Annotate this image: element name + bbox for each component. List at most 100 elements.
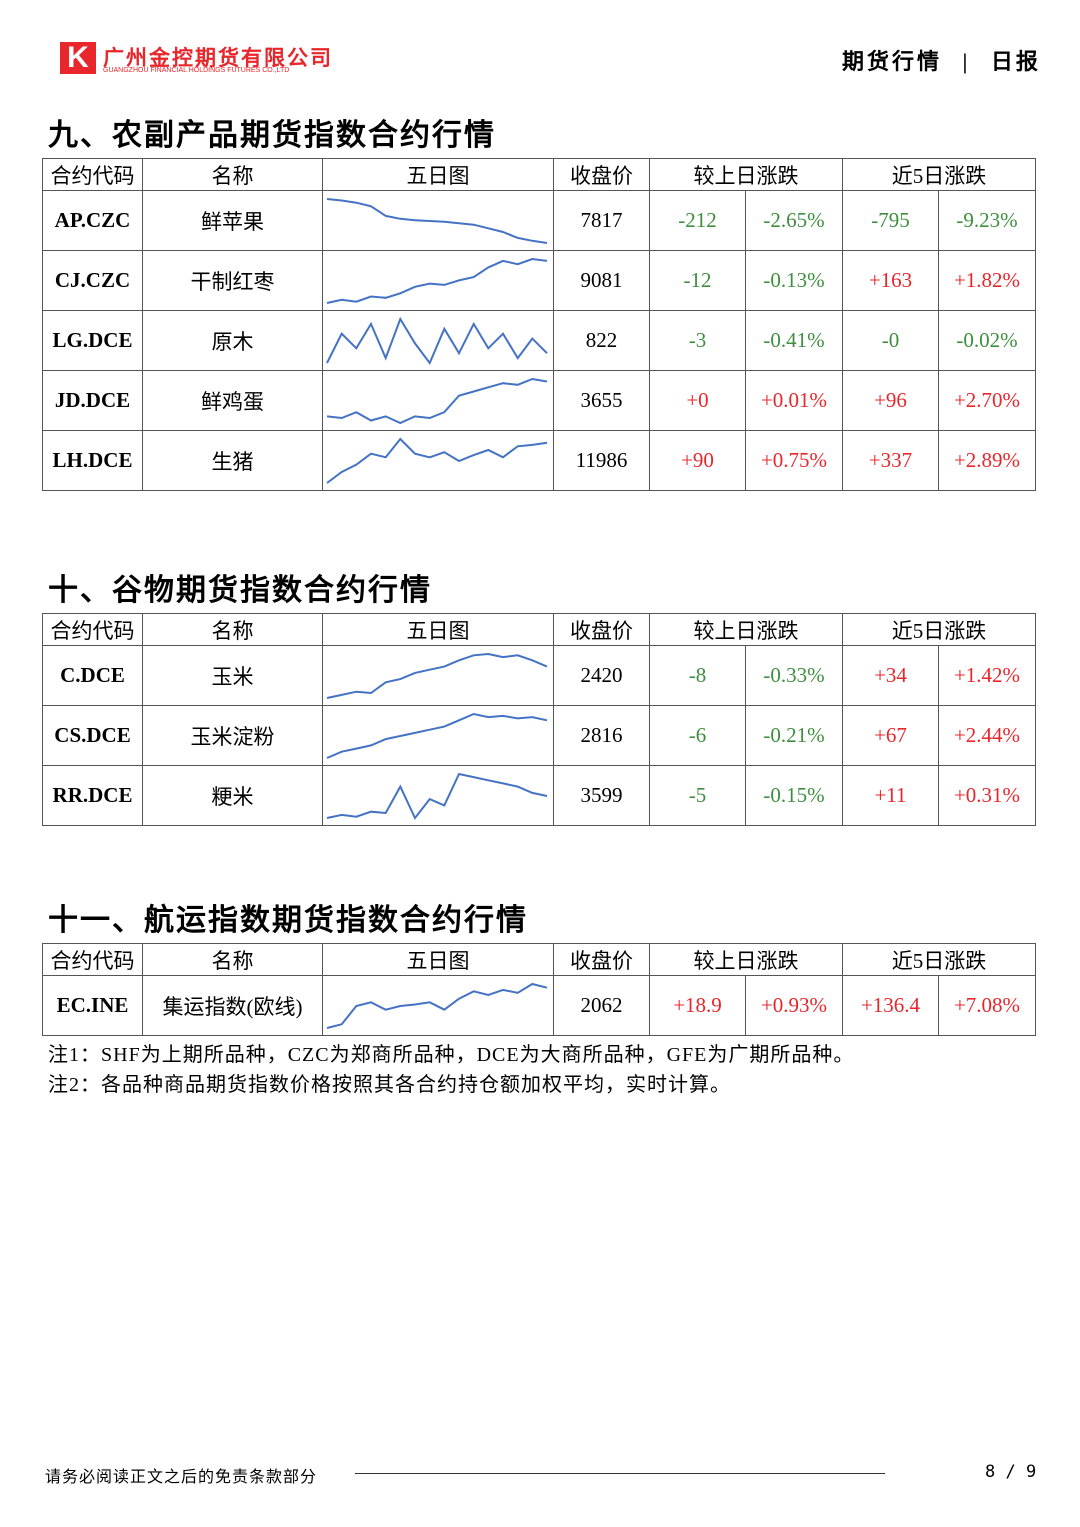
contract-code: EC.INE <box>42 975 143 1036</box>
sparkline <box>326 982 548 1029</box>
page-number: 8 / 9 <box>985 1462 1037 1482</box>
note: 注2：各品种商品期货指数价格按照其各合约持仓额加权平均，实时计算。 <box>48 1074 731 1096</box>
data-row: AP.CZC 鲜苹果 7817 -212 -2.65% -795 -9.23% <box>42 190 1036 251</box>
note: 注1：SHF为上期所品种，CZC为郑商所品种，DCE为大商所品种，GFE为广期所… <box>48 1044 855 1066</box>
column-header: 收盘价 <box>553 613 650 646</box>
report-label: 期货行情 | 日报 <box>842 49 1041 74</box>
week-change: +96 <box>842 370 939 431</box>
contract-name: 粳米 <box>142 765 323 826</box>
column-header: 五日图 <box>322 943 554 976</box>
sparkline-cell <box>322 645 554 706</box>
contract-code: RR.DCE <box>42 765 143 826</box>
week-pct: -9.23% <box>938 190 1036 251</box>
close-price: 11986 <box>553 430 650 491</box>
sparkline-line <box>326 982 548 1029</box>
day-change: -3 <box>649 310 746 371</box>
contract-code: AP.CZC <box>42 190 143 251</box>
sparkline-cell <box>322 190 554 251</box>
section-title: 十、谷物期货指数合约行情 <box>48 574 432 607</box>
sparkline-cell <box>322 430 554 491</box>
sparkline-cell <box>322 310 554 371</box>
contract-name: 原木 <box>142 310 323 371</box>
column-header: 较上日涨跌 <box>649 613 843 646</box>
close-price: 9081 <box>553 250 650 311</box>
data-row: LH.DCE 生猪 11986 +90 +0.75% +337 +2.89% <box>42 430 1036 491</box>
company-name: 广州金控期货有限公司 <box>103 46 333 70</box>
footer-disclaimer: 请务必阅读正文之后的免责条款部分 <box>45 1469 318 1486</box>
header-row: 合约代码 名称 五日图 收盘价 较上日涨跌 近5日涨跌 <box>42 158 1036 191</box>
close-price: 2062 <box>553 975 650 1036</box>
contract-code: JD.DCE <box>42 370 143 431</box>
header-row: 合约代码 名称 五日图 收盘价 较上日涨跌 近5日涨跌 <box>42 613 1036 646</box>
section-title: 九、农副产品期货指数合约行情 <box>48 119 496 152</box>
week-change: +337 <box>842 430 939 491</box>
week-change: +11 <box>842 765 939 826</box>
header-row: 合约代码 名称 五日图 收盘价 较上日涨跌 近5日涨跌 <box>42 943 1036 976</box>
data-row: JD.DCE 鲜鸡蛋 3655 +0 +0.01% +96 +2.70% <box>42 370 1036 431</box>
contract-name: 生猪 <box>142 430 323 491</box>
sparkline-line <box>326 437 548 484</box>
column-header: 较上日涨跌 <box>649 943 843 976</box>
sparkline-line <box>326 652 548 699</box>
contract-code: CJ.CZC <box>42 250 143 311</box>
contract-code: C.DCE <box>42 645 143 706</box>
close-price: 3655 <box>553 370 650 431</box>
contract-code: CS.DCE <box>42 705 143 766</box>
column-header: 五日图 <box>322 158 554 191</box>
close-price: 7817 <box>553 190 650 251</box>
sparkline <box>326 316 548 365</box>
column-header: 较上日涨跌 <box>649 158 843 191</box>
contract-name: 干制红枣 <box>142 250 323 311</box>
sparkline-cell <box>322 765 554 826</box>
column-header: 合约代码 <box>42 613 143 646</box>
day-change: -8 <box>649 645 746 706</box>
column-header: 合约代码 <box>42 943 143 976</box>
week-pct: +0.31% <box>938 765 1036 826</box>
contract-code: LG.DCE <box>42 310 143 371</box>
section-title: 十一、航运指数期货指数合约行情 <box>48 904 528 937</box>
column-header: 近5日涨跌 <box>842 158 1036 191</box>
week-pct: -0.02% <box>938 310 1036 371</box>
data-row: RR.DCE 粳米 3599 -5 -0.15% +11 +0.31% <box>42 765 1036 826</box>
contract-name: 鲜苹果 <box>142 190 323 251</box>
close-price: 822 <box>553 310 650 371</box>
week-change: +34 <box>842 645 939 706</box>
sparkline-line <box>326 712 548 759</box>
day-pct: -0.41% <box>745 310 843 371</box>
week-change: +163 <box>842 250 939 311</box>
column-header: 五日图 <box>322 613 554 646</box>
column-header: 名称 <box>142 613 323 646</box>
sparkline <box>326 652 548 699</box>
sparkline <box>326 712 548 759</box>
sparkline-cell <box>322 250 554 311</box>
day-pct: -0.15% <box>745 765 843 826</box>
sparkline-line <box>326 316 548 365</box>
day-pct: +0.01% <box>745 370 843 431</box>
sparkline-cell <box>322 705 554 766</box>
day-pct: +0.75% <box>745 430 843 491</box>
day-change: -12 <box>649 250 746 311</box>
close-price: 2816 <box>553 705 650 766</box>
close-price: 3599 <box>553 765 650 826</box>
day-change: -5 <box>649 765 746 826</box>
day-pct: -0.13% <box>745 250 843 311</box>
data-row: C.DCE 玉米 2420 -8 -0.33% +34 +1.42% <box>42 645 1036 706</box>
week-pct: +2.89% <box>938 430 1036 491</box>
day-pct: -0.33% <box>745 645 843 706</box>
sparkline-line <box>326 257 548 304</box>
logo: K <box>60 42 96 74</box>
footer-rule <box>355 1473 885 1474</box>
report-type: 日报 <box>990 49 1041 74</box>
day-pct: -2.65% <box>745 190 843 251</box>
week-pct: +7.08% <box>938 975 1036 1036</box>
day-change: +90 <box>649 430 746 491</box>
data-row: EC.INE 集运指数(欧线) 2062 +18.9 +0.93% +136.4 +7.08… <box>42 975 1036 1036</box>
sparkline-cell <box>322 370 554 431</box>
week-change: -795 <box>842 190 939 251</box>
sparkline <box>326 437 548 484</box>
data-row: CJ.CZC 干制红枣 9081 -12 -0.13% +163 +1.82% <box>42 250 1036 311</box>
day-change: +0 <box>649 370 746 431</box>
column-header: 名称 <box>142 158 323 191</box>
week-pct: +1.82% <box>938 250 1036 311</box>
